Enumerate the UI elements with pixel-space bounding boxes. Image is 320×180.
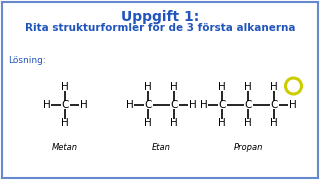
Text: H: H: [170, 118, 178, 128]
Text: H: H: [200, 100, 207, 110]
Text: C: C: [270, 100, 278, 110]
Text: H: H: [170, 82, 178, 92]
Text: H: H: [61, 118, 69, 128]
Text: H: H: [244, 82, 252, 92]
Text: Propan: Propan: [233, 143, 263, 152]
Text: H: H: [61, 82, 69, 92]
Text: H: H: [289, 100, 296, 110]
Text: H: H: [270, 82, 278, 92]
Text: H: H: [80, 100, 87, 110]
Text: H: H: [270, 118, 278, 128]
Text: Metan: Metan: [52, 143, 78, 152]
Text: Rita strukturformler för de 3 första alkanerna: Rita strukturformler för de 3 första alk…: [25, 23, 295, 33]
Text: H: H: [218, 82, 226, 92]
Text: H: H: [188, 100, 196, 110]
Text: C: C: [170, 100, 178, 110]
Text: H: H: [218, 118, 226, 128]
Text: H: H: [144, 82, 152, 92]
Text: H: H: [144, 118, 152, 128]
Text: C: C: [218, 100, 226, 110]
Text: C: C: [244, 100, 252, 110]
Text: H: H: [244, 118, 252, 128]
Text: H: H: [43, 100, 50, 110]
Text: C: C: [61, 100, 69, 110]
Text: Lösning:: Lösning:: [8, 56, 46, 65]
Text: Etan: Etan: [152, 143, 171, 152]
Text: C: C: [144, 100, 152, 110]
Text: H: H: [126, 100, 133, 110]
Text: Uppgift 1:: Uppgift 1:: [121, 10, 199, 24]
